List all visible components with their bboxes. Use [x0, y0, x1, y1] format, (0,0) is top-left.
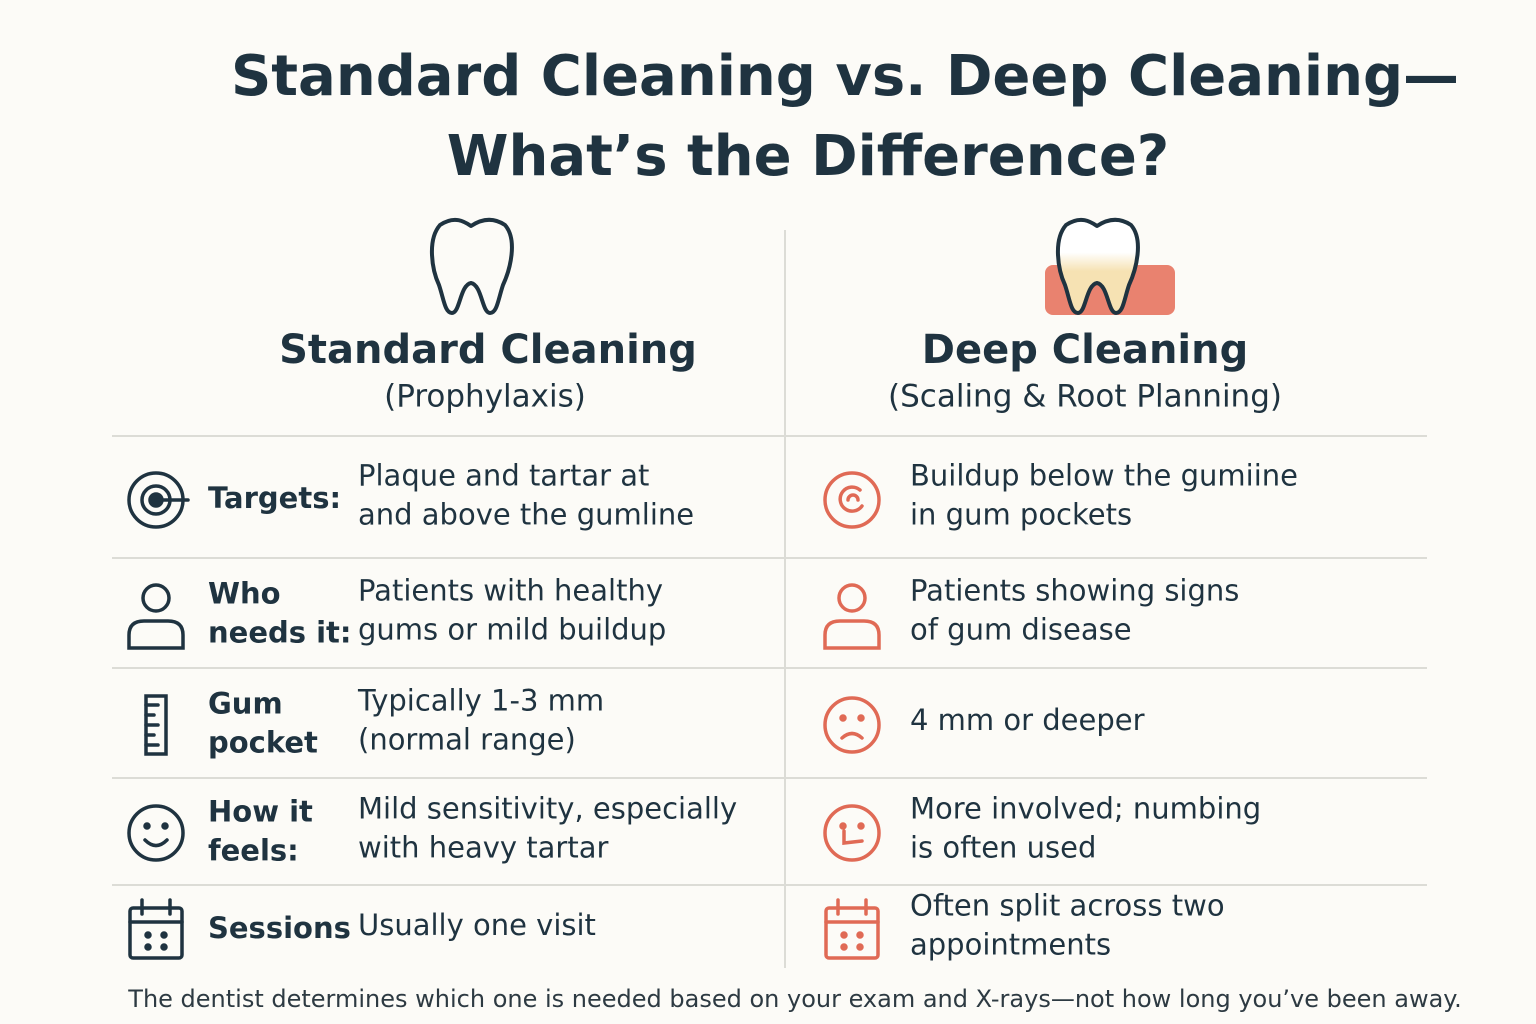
title-line: Standard Cleaning vs. Deep Cleaning— [231, 44, 1459, 109]
deep-text: in gum pockets [910, 498, 1132, 532]
row-label: Sessions [208, 911, 351, 945]
row-icon [127, 583, 185, 650]
row-label: Gum [208, 687, 283, 721]
standard-text: with heavy tartar [358, 831, 608, 865]
icon-part [857, 714, 865, 722]
row-icon [144, 694, 168, 756]
tooth-icon [1055, 217, 1140, 315]
icon-part [838, 485, 864, 513]
standard-text: and above the gumline [358, 498, 694, 532]
icon-part [837, 583, 867, 613]
icon-part [842, 829, 864, 845]
icon-part [143, 838, 169, 848]
standard-text: Usually one visit [358, 908, 596, 942]
icon-part [128, 906, 184, 960]
icon-part [161, 822, 169, 830]
standard-text: Patients with healthy [358, 574, 663, 608]
icon-part [840, 731, 864, 740]
icon-part [160, 931, 168, 939]
row-label: pocket [208, 726, 318, 760]
row-icon [823, 804, 881, 862]
icon-part [856, 943, 864, 951]
row-icon [824, 898, 880, 960]
footer-note: The dentist determines which one is need… [127, 985, 1461, 1013]
standard-text: gums or mild buildup [358, 613, 666, 647]
icon-part [823, 696, 881, 754]
row-icon [127, 471, 190, 529]
icon-part [127, 619, 185, 650]
icon-part [840, 943, 848, 951]
icon-part [144, 943, 152, 951]
deep-text: is often used [910, 831, 1096, 865]
row-icon [823, 696, 881, 754]
row-icon [823, 583, 881, 650]
row-label: feels: [208, 834, 299, 868]
deep-text: More involved; numbing [910, 792, 1261, 826]
deep-text: 4 mm or deeper [910, 703, 1145, 737]
icon-part [824, 906, 880, 960]
deep-text: appointments [910, 928, 1111, 962]
standard-text: Typically 1-3 mm [357, 684, 604, 718]
deep-text: Buildup below the gumiine [910, 459, 1298, 493]
row-label: Targets: [208, 481, 341, 515]
row-icon [823, 471, 881, 529]
row-label: Who [208, 577, 281, 611]
icon-part [856, 931, 864, 939]
deep-text: Often split across two [910, 889, 1225, 923]
icon-part [840, 931, 848, 939]
deep-text: of gum disease [910, 613, 1132, 647]
icon-part [839, 714, 847, 722]
column-heading: Standard Cleaning [279, 327, 697, 373]
title-line: What’s the Difference? [447, 124, 1170, 189]
icon-part [823, 471, 881, 529]
tooth-icon [429, 217, 514, 315]
standard-text: Mild sensitivity, especially [358, 792, 737, 826]
icon-part [143, 822, 151, 830]
row-label: How it [208, 795, 313, 829]
column-subheading: (Scaling & Root Planning) [888, 379, 1282, 415]
icon-part [141, 583, 171, 613]
column-subheading: (Prophylaxis) [384, 379, 586, 415]
icon-part [823, 804, 881, 862]
icon-part [160, 943, 168, 951]
row-icon [127, 804, 185, 862]
deep-text: Patients showing signs [910, 574, 1239, 608]
standard-text: (normal range) [358, 723, 576, 757]
column-heading: Deep Cleaning [922, 327, 1249, 373]
icon-part [144, 931, 152, 939]
row-label: needs it: [208, 616, 352, 650]
icon-part [839, 822, 847, 830]
standard-text: Plaque and tartar at [358, 459, 649, 493]
icon-part [857, 822, 865, 830]
icon-part [823, 619, 881, 650]
row-icon [128, 898, 184, 960]
icon-part [127, 804, 185, 862]
